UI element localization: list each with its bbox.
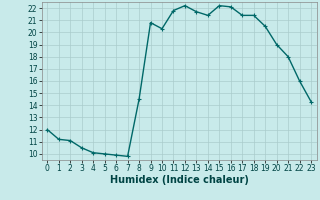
- X-axis label: Humidex (Indice chaleur): Humidex (Indice chaleur): [110, 175, 249, 185]
